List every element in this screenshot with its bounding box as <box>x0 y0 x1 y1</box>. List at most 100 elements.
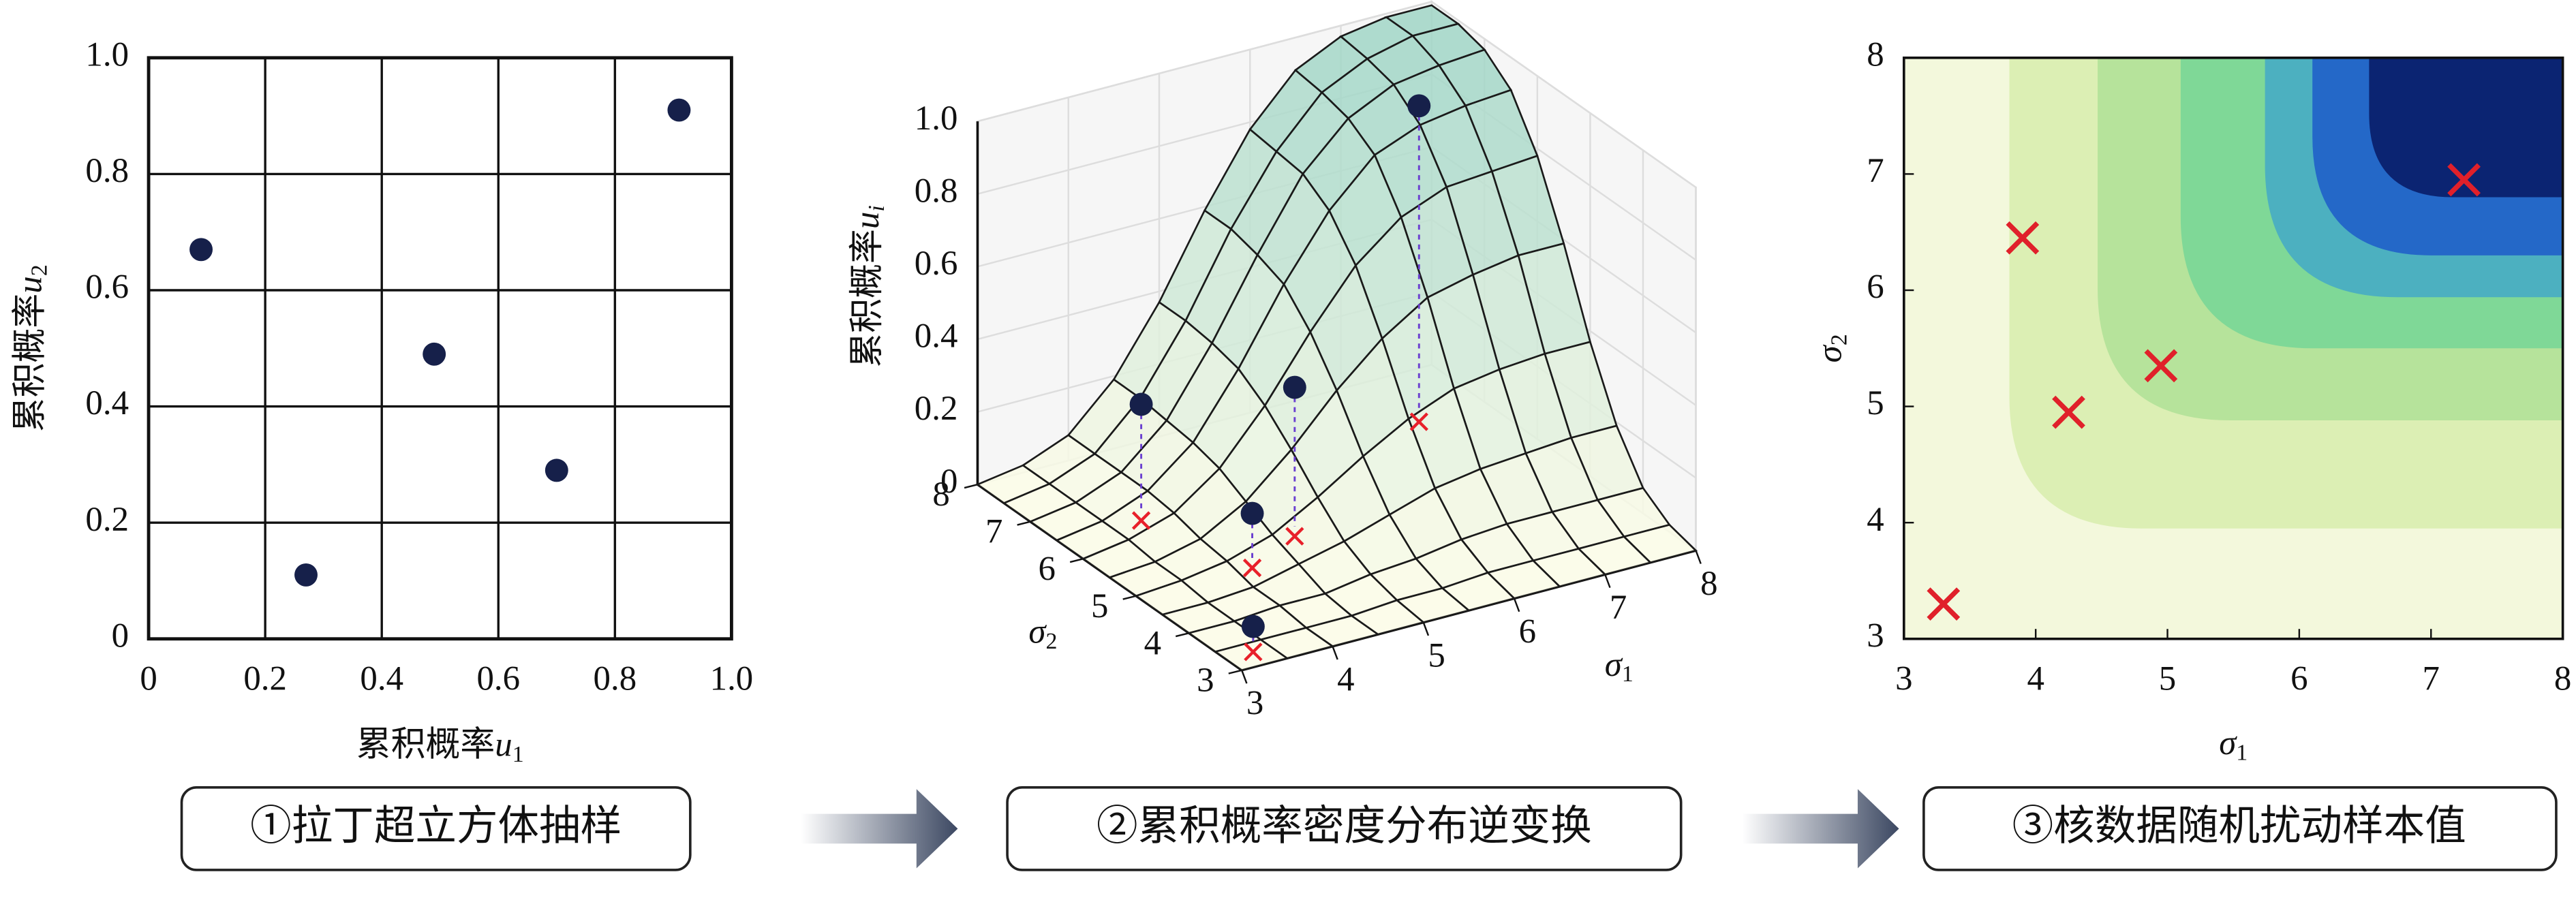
sample-marker <box>2144 349 2178 383</box>
z-tick-label: 0.2 <box>915 390 958 428</box>
sample-point <box>1241 615 1265 638</box>
projected-marker <box>1409 412 1428 431</box>
x-tick-label: 6 <box>1519 612 1536 651</box>
projected-marker <box>1244 642 1263 662</box>
x-tick-label: 0.4 <box>360 659 403 698</box>
y-tick-label: 5 <box>1091 587 1108 625</box>
point <box>294 563 318 587</box>
x-tick-label: 7 <box>2423 659 2440 698</box>
sample-marker <box>2006 221 2040 255</box>
tick-mark <box>1513 597 1520 612</box>
y-axis-label: σ2 <box>1028 612 1057 653</box>
label-var: σ <box>1028 612 1047 651</box>
x-tick-label: 6 <box>2290 659 2307 698</box>
x-tick-label: 0 <box>140 659 157 698</box>
y-tick-label: 3 <box>1867 617 1884 655</box>
label-sub: 1 <box>512 742 524 767</box>
y-tick-label: 7 <box>1867 152 1884 190</box>
y-tick-label: 0 <box>112 617 129 655</box>
sample-point <box>1129 392 1153 416</box>
z-tick-label: 1.0 <box>915 99 958 138</box>
sample-point <box>1407 94 1431 118</box>
sample-point <box>1283 375 1306 399</box>
z-tick-label: 0.6 <box>915 245 958 283</box>
step-label: ③核数据随机扰动样本值 <box>2012 804 2466 850</box>
x-tick-label: 3 <box>1895 659 1912 698</box>
steps: ①拉丁超立方体抽样 ②累积概率密度分布逆变换 ③核数据随机扰动样本值 <box>180 786 2558 871</box>
step-box <box>180 786 692 871</box>
y-tick-label: 6 <box>1867 268 1884 307</box>
label-sub: 2 <box>27 264 52 276</box>
label-sub: 2 <box>1045 629 1057 654</box>
z-tick-label: 0.4 <box>915 317 958 356</box>
label-var: u <box>848 212 887 229</box>
arrow <box>801 789 958 869</box>
label-var: σ <box>2219 724 2237 762</box>
sample-marker <box>1927 587 1961 621</box>
tick-mark <box>1175 632 1189 638</box>
projected-marker <box>1131 511 1151 530</box>
x-tick-label: 0.2 <box>243 659 287 698</box>
tick-mark <box>1017 520 1031 526</box>
y-axis-label: 累积概率u2 <box>11 264 52 432</box>
z-tick-label: 0.8 <box>915 172 958 210</box>
x-tick-label: 3 <box>1246 685 1263 723</box>
x-tick-label: 7 <box>1610 589 1627 627</box>
x-tick-label: 8 <box>2554 659 2571 698</box>
label-text: 累积概率 <box>11 294 49 433</box>
x-tick-label: 0.6 <box>476 659 520 698</box>
point <box>545 458 568 482</box>
y-tick-label: 0.4 <box>85 384 129 422</box>
label-var: σ <box>1605 645 1623 683</box>
tick-mark <box>1069 558 1084 563</box>
tick-mark <box>1228 669 1242 674</box>
x-axis-label: σ1 <box>2219 724 2248 765</box>
plot-frame <box>147 56 733 641</box>
y-tick-label: 8 <box>1867 35 1884 74</box>
projected-marker <box>1285 527 1304 546</box>
tick-mark <box>1604 574 1611 589</box>
sample-point <box>1240 501 1264 525</box>
point <box>667 98 691 122</box>
sample-marker <box>2052 395 2085 429</box>
label-var: u <box>11 276 49 293</box>
z-axis-label: 累积概率ui <box>848 205 889 367</box>
x-tick-label: 8 <box>1700 565 1717 603</box>
point <box>189 238 213 262</box>
y-tick-label: 5 <box>1867 384 1884 422</box>
y-axis-label: σ2 <box>1811 334 1852 362</box>
step-box <box>1922 786 2558 871</box>
x-tick-label: 1.0 <box>710 659 754 698</box>
x-tick-label: 5 <box>1428 636 1445 674</box>
tick-mark <box>1241 670 1248 684</box>
y-tick-label: 0.6 <box>85 268 129 307</box>
x-tick-label: 4 <box>2027 659 2044 698</box>
sample-marker <box>2447 163 2481 197</box>
label-sub: 2 <box>1827 334 1852 345</box>
x-tick-label: 4 <box>1337 661 1354 699</box>
y-tick-label: 1.0 <box>85 35 129 74</box>
z-tick-label: 0 <box>940 463 957 501</box>
label-text: 累积概率 <box>356 726 495 764</box>
step-label: ②累积概率密度分布逆变换 <box>1097 804 1592 850</box>
x-tick-label: 5 <box>2159 659 2176 698</box>
y-tick-label: 0.8 <box>85 152 129 190</box>
projected-marker <box>1242 558 1262 578</box>
tick-mark <box>1422 622 1430 636</box>
tick-mark <box>1695 550 1702 564</box>
point <box>423 342 446 366</box>
label-sub: 1 <box>1622 662 1634 687</box>
tick-mark <box>1332 646 1338 660</box>
y-tick-label: 4 <box>1144 624 1161 662</box>
contour-region <box>2369 57 2563 198</box>
x-tick-label: 0.8 <box>594 659 637 698</box>
label-var: u <box>495 726 512 764</box>
y-tick-label: 4 <box>1867 501 1884 539</box>
y-tick-label: 0.2 <box>85 501 129 539</box>
x-axis-label: σ1 <box>1605 645 1634 686</box>
y-tick-label: 3 <box>1197 662 1214 700</box>
tick-mark <box>1122 595 1137 600</box>
plot-frame <box>1902 57 2564 640</box>
